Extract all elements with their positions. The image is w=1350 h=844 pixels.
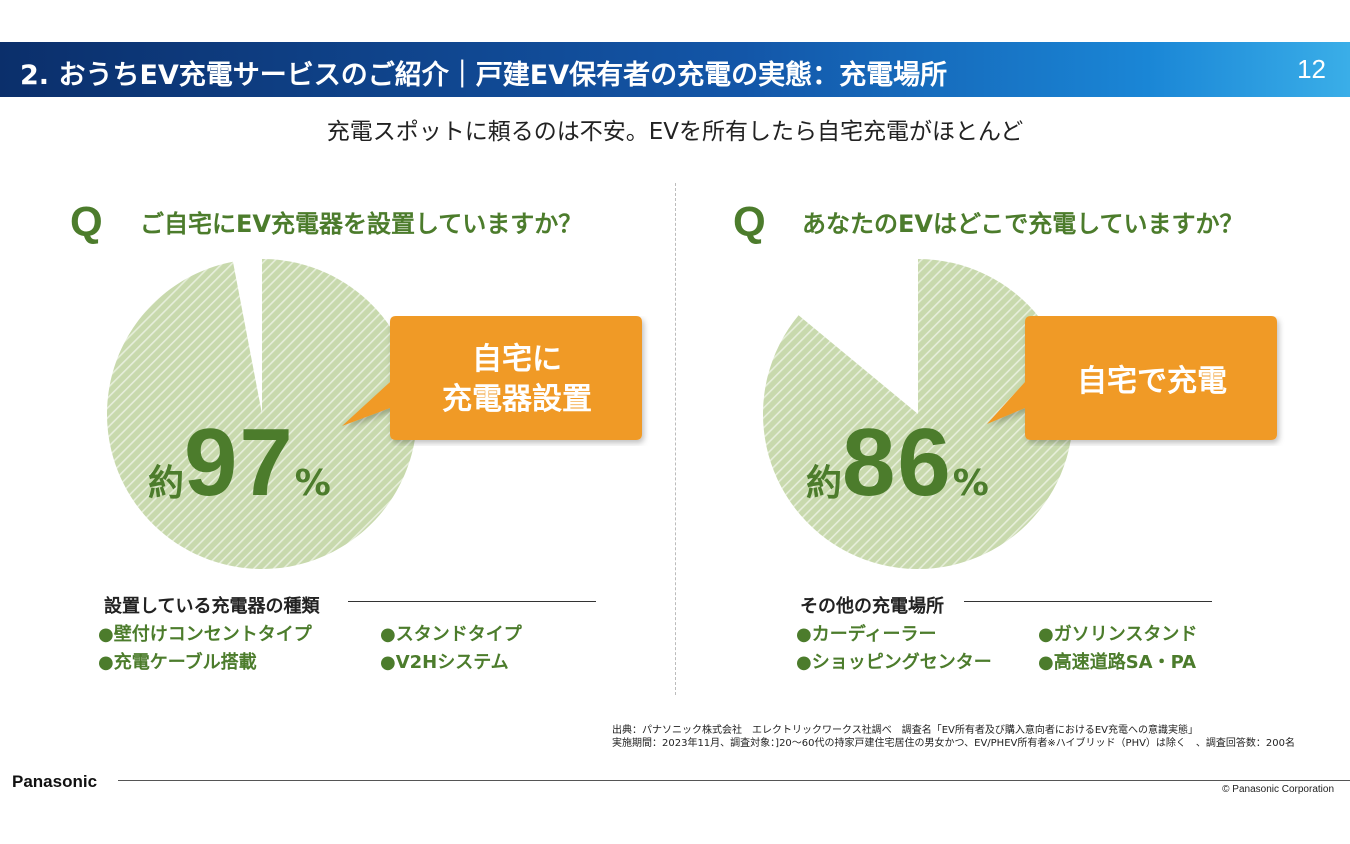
left-suffix: %	[294, 463, 331, 504]
source-note: 出典：パナソニック株式会社 エレクトリックワークス社調べ 調査名「EV所有者及び…	[612, 724, 1295, 750]
left-list-item-4: ●V2Hシステム	[380, 652, 509, 673]
left-callout-line-2: 充電器設置	[442, 382, 592, 417]
slide-title: 2. おうちEV充電サービスのご紹介｜戸建EV保有者の充電の実態：充電場所	[20, 60, 948, 91]
right-callout-line-1: 自宅で充電	[1077, 364, 1227, 399]
header-bar: 2. おうちEV充電サービスのご紹介｜戸建EV保有者の充電の実態：充電場所 12	[0, 42, 1350, 97]
left-list-item-1: ●壁付けコンセントタイプ	[98, 624, 312, 645]
right-list-item-1: ●カーディーラー	[796, 624, 937, 645]
panasonic-logo: Panasonic	[12, 772, 98, 791]
right-list-rule	[964, 601, 1212, 602]
right-suffix: %	[952, 463, 989, 504]
right-list-title: その他の充電場所	[800, 596, 944, 617]
left-list-rule	[348, 601, 596, 602]
slide-subtitle: 充電スポットに頼るのは不安。EVを所有したら自宅充電がほとんど	[326, 119, 1024, 145]
pie-slice-right-main	[763, 259, 1073, 569]
left-callout-line-1: 自宅に	[472, 342, 562, 377]
right-list-item-3: ●ショッピングセンター	[796, 652, 992, 673]
right-big-percentage: 約86%	[806, 408, 989, 518]
left-callout-text: 自宅に 充電器設置	[392, 340, 642, 420]
right-list-item-2: ●ガソリンスタンド	[1038, 624, 1198, 645]
left-list-item-3: ●充電ケーブル搭載	[98, 652, 257, 673]
right-q-mark: Q	[733, 198, 766, 245]
left-list-title: 設置している充電器の種類	[104, 596, 320, 617]
right-number: 86	[842, 409, 953, 516]
left-callout-bubble	[342, 316, 642, 440]
left-pie-chart	[106, 259, 417, 569]
left-big-percentage: 約97%	[148, 408, 331, 518]
right-pie-chart	[763, 259, 1073, 569]
left-question: ご自宅にEV充電器を設置していますか？	[140, 210, 583, 238]
source-line-2: 実施期間：2023年11月、調査対象：]20～60代の持家戸建住宅居住の男女かつ…	[612, 738, 1296, 749]
left-number: 97	[184, 409, 295, 516]
right-question: あなたのEVはどこで充電していますか？	[802, 210, 1244, 238]
right-prefix: 約	[806, 463, 843, 504]
left-prefix: 約	[148, 463, 185, 504]
right-callout-text: 自宅で充電	[1027, 362, 1277, 402]
left-q-mark: Q	[70, 198, 103, 245]
source-line-1: 出典：パナソニック株式会社 エレクトリックワークス社調べ 調査名「EV所有者及び…	[612, 725, 1199, 736]
right-list-item-4: ●高速道路SA・PA	[1038, 652, 1197, 673]
page-number: 12	[1297, 54, 1326, 84]
center-divider	[675, 183, 676, 695]
copyright: © Panasonic Corporation	[1222, 784, 1334, 795]
left-callout-shape	[342, 316, 642, 440]
pie-slice-left-main	[106, 259, 417, 569]
right-callout-shape	[987, 316, 1277, 440]
right-callout-bubble	[987, 316, 1277, 440]
footer-rule	[118, 780, 1350, 781]
left-list-item-2: ●スタンドタイプ	[380, 624, 522, 645]
